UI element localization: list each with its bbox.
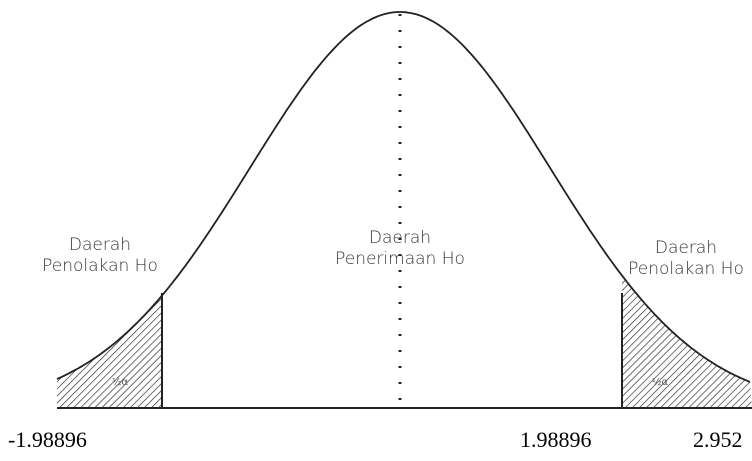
region-label: Daerah xyxy=(69,235,131,255)
region-label: Daerah xyxy=(369,228,431,248)
rejection-area-right xyxy=(622,275,752,408)
critical-value-label: 2.952 xyxy=(693,427,743,452)
tail-label: ½α xyxy=(112,376,129,388)
region-label: Penolakan Ho xyxy=(42,256,158,276)
curve-group xyxy=(56,11,752,408)
rejection-area-left xyxy=(57,295,162,408)
critical-value-label: 1.98896 xyxy=(520,427,592,452)
region-label: Daerah xyxy=(655,238,717,258)
critical-value-label: -1.98896 xyxy=(8,427,87,452)
normal-curve xyxy=(56,11,751,383)
region-label: Penolakan Ho xyxy=(628,259,744,279)
tail-label: ½α xyxy=(652,376,669,388)
region-label: Penerimaan Ho xyxy=(335,249,465,269)
